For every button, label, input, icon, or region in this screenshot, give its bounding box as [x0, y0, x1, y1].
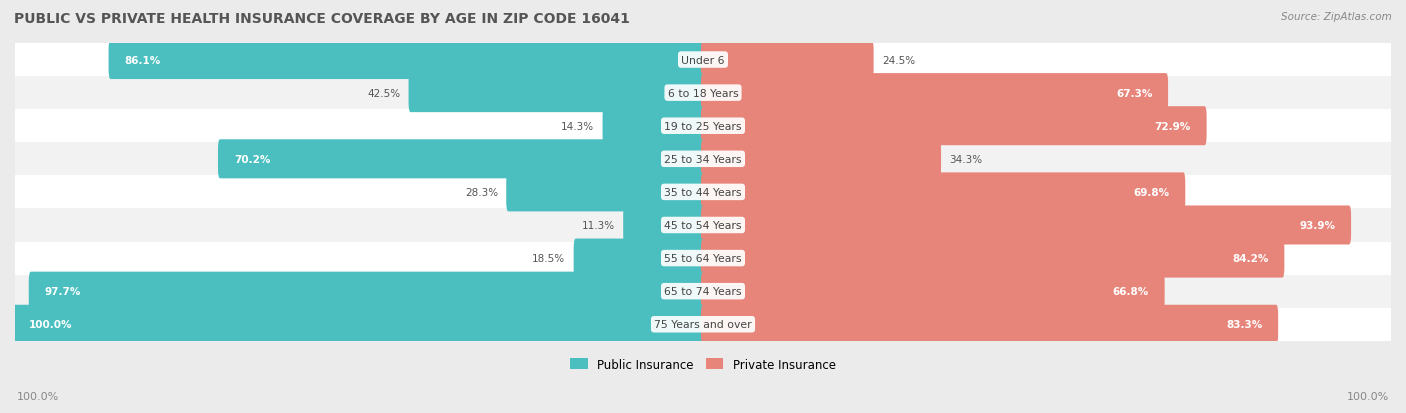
Bar [15, 275, 1391, 308]
Text: 14.3%: 14.3% [561, 121, 595, 131]
Text: Under 6: Under 6 [682, 55, 724, 65]
FancyBboxPatch shape [702, 74, 1168, 113]
Text: 67.3%: 67.3% [1116, 88, 1153, 98]
Text: 93.9%: 93.9% [1299, 221, 1336, 230]
Text: 19 to 25 Years: 19 to 25 Years [664, 121, 742, 131]
Text: 100.0%: 100.0% [1347, 391, 1389, 401]
Text: 72.9%: 72.9% [1154, 121, 1191, 131]
FancyBboxPatch shape [218, 140, 704, 179]
Text: 6 to 18 Years: 6 to 18 Years [668, 88, 738, 98]
Text: 66.8%: 66.8% [1112, 287, 1149, 297]
FancyBboxPatch shape [702, 173, 1185, 212]
Bar [15, 209, 1391, 242]
Text: 70.2%: 70.2% [233, 154, 270, 164]
FancyBboxPatch shape [702, 239, 1284, 278]
Text: 84.2%: 84.2% [1232, 254, 1268, 263]
Text: 65 to 74 Years: 65 to 74 Years [664, 287, 742, 297]
FancyBboxPatch shape [702, 272, 1164, 311]
Text: 100.0%: 100.0% [17, 391, 59, 401]
Legend: Public Insurance, Private Insurance: Public Insurance, Private Insurance [571, 358, 835, 371]
Text: 28.3%: 28.3% [465, 188, 498, 197]
FancyBboxPatch shape [623, 206, 704, 245]
FancyBboxPatch shape [702, 140, 941, 179]
FancyBboxPatch shape [506, 173, 704, 212]
Bar [15, 110, 1391, 143]
FancyBboxPatch shape [13, 305, 704, 344]
Text: 25 to 34 Years: 25 to 34 Years [664, 154, 742, 164]
Bar [15, 143, 1391, 176]
FancyBboxPatch shape [108, 41, 704, 80]
Text: 83.3%: 83.3% [1226, 320, 1263, 330]
Bar [15, 242, 1391, 275]
FancyBboxPatch shape [409, 74, 704, 113]
Text: 100.0%: 100.0% [28, 320, 72, 330]
Bar [15, 308, 1391, 341]
FancyBboxPatch shape [702, 206, 1351, 245]
Text: 55 to 64 Years: 55 to 64 Years [664, 254, 742, 263]
Text: PUBLIC VS PRIVATE HEALTH INSURANCE COVERAGE BY AGE IN ZIP CODE 16041: PUBLIC VS PRIVATE HEALTH INSURANCE COVER… [14, 12, 630, 26]
FancyBboxPatch shape [702, 41, 873, 80]
Text: 35 to 44 Years: 35 to 44 Years [664, 188, 742, 197]
Text: 69.8%: 69.8% [1133, 188, 1170, 197]
Bar [15, 44, 1391, 77]
Bar [15, 77, 1391, 110]
Text: 86.1%: 86.1% [124, 55, 160, 65]
Text: Source: ZipAtlas.com: Source: ZipAtlas.com [1281, 12, 1392, 22]
Text: 11.3%: 11.3% [582, 221, 614, 230]
FancyBboxPatch shape [702, 305, 1278, 344]
Text: 45 to 54 Years: 45 to 54 Years [664, 221, 742, 230]
Text: 42.5%: 42.5% [367, 88, 401, 98]
FancyBboxPatch shape [603, 107, 704, 146]
Bar [15, 176, 1391, 209]
Text: 75 Years and over: 75 Years and over [654, 320, 752, 330]
Text: 34.3%: 34.3% [949, 154, 983, 164]
FancyBboxPatch shape [28, 272, 704, 311]
Text: 24.5%: 24.5% [882, 55, 915, 65]
Text: 97.7%: 97.7% [45, 287, 82, 297]
FancyBboxPatch shape [702, 107, 1206, 146]
FancyBboxPatch shape [574, 239, 704, 278]
Text: 18.5%: 18.5% [533, 254, 565, 263]
